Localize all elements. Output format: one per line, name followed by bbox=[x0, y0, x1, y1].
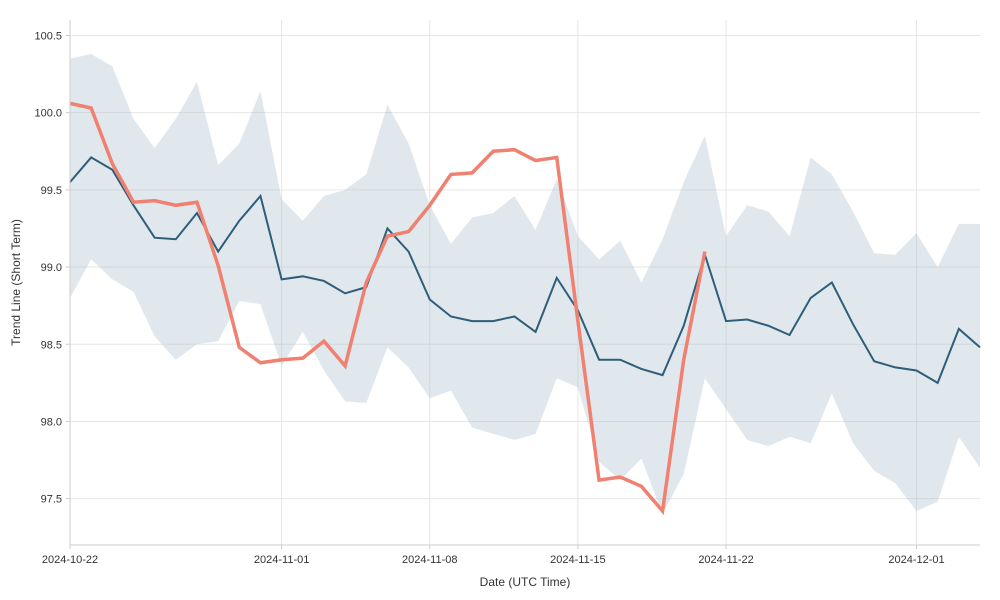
x-tick-label: 2024-11-22 bbox=[698, 554, 753, 566]
y-tick-label: 100.0 bbox=[34, 108, 62, 120]
x-tick-label: 2024-10-22 bbox=[42, 554, 98, 566]
y-tick-label: 99.5 bbox=[41, 185, 62, 197]
x-tick-label: 2024-11-01 bbox=[254, 554, 309, 566]
y-tick-label: 97.5 bbox=[41, 494, 62, 506]
x-axis-label: Date (UTC Time) bbox=[480, 575, 571, 589]
y-axis-label: Trend Line (Short Term) bbox=[9, 219, 23, 346]
y-tick-label: 99.0 bbox=[41, 262, 62, 274]
confidence-band bbox=[70, 54, 980, 514]
x-tick-label: 2024-11-08 bbox=[402, 554, 457, 566]
y-tick-label: 98.0 bbox=[41, 416, 62, 428]
y-tick-label: 98.5 bbox=[41, 339, 62, 351]
x-tick-label: 2024-11-15 bbox=[550, 554, 605, 566]
x-tick-label: 2024-12-01 bbox=[888, 554, 944, 566]
chart-container: 97.5 98.0 98.5 99.0 99.5 100.0 100.5 2024-10-22… bbox=[0, 0, 1000, 600]
y-tick-label: 100.5 bbox=[34, 30, 62, 42]
trend-chart: 97.5 98.0 98.5 99.0 99.5 100.0 100.5 2024-10-22… bbox=[0, 0, 1000, 600]
